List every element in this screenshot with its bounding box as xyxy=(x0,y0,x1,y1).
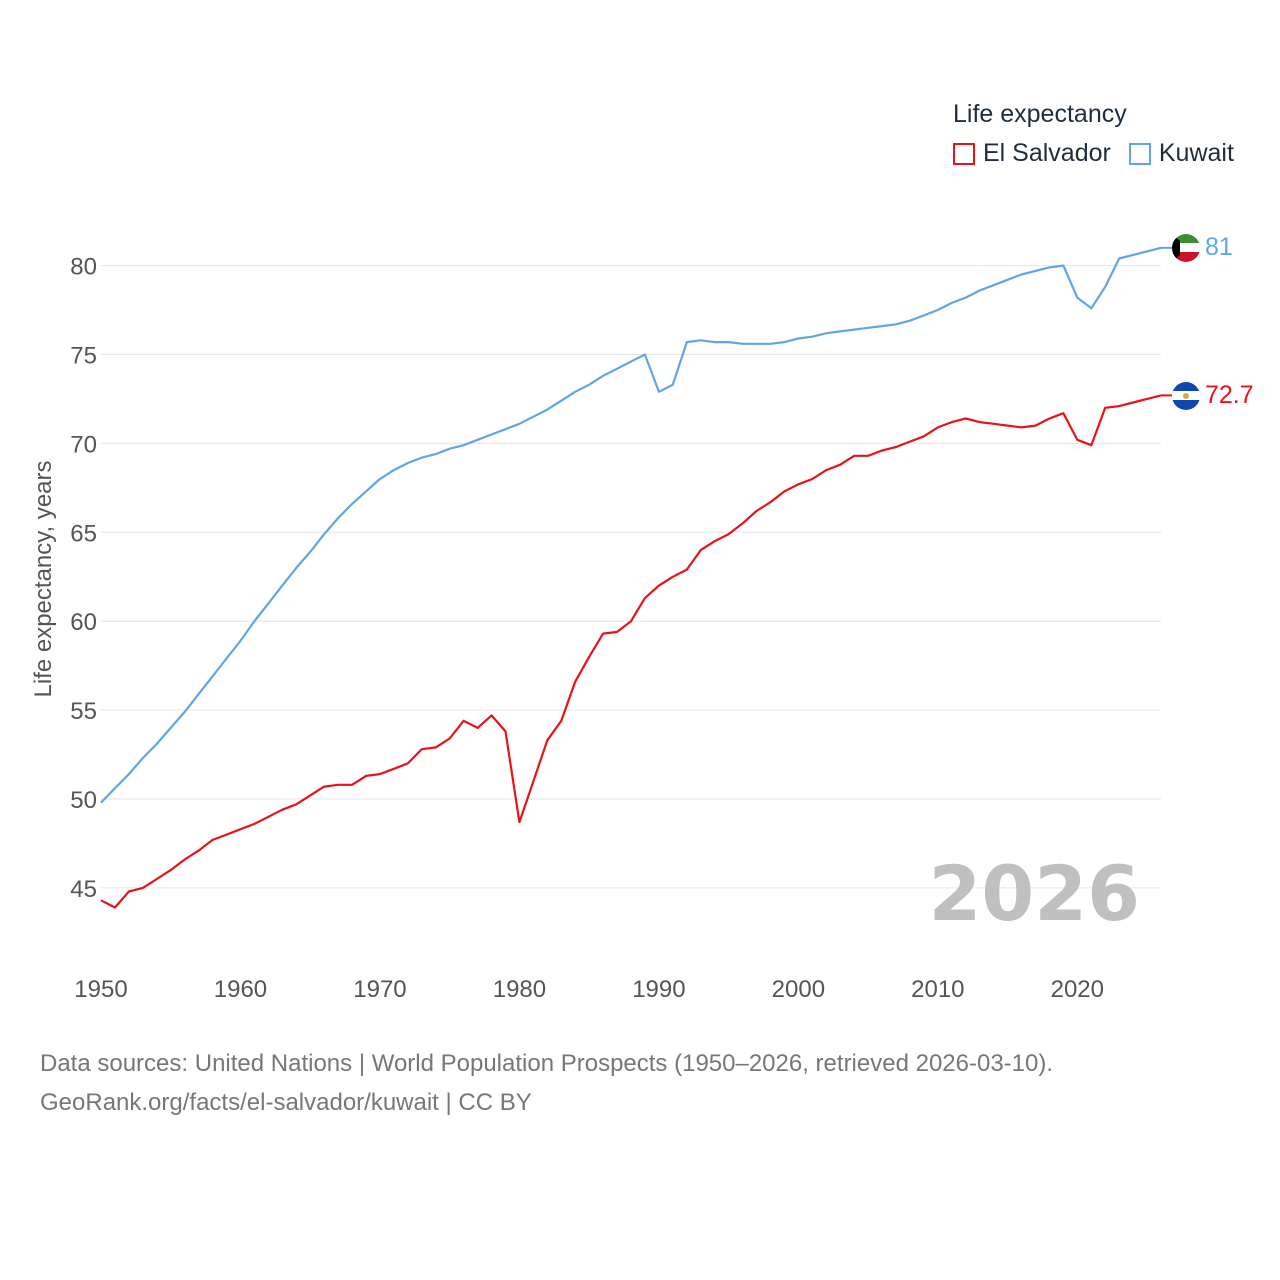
data-sources-text: Data sources: United Nations | World Pop… xyxy=(40,1050,1054,1077)
legend-title: Life expectancy xyxy=(953,100,1127,128)
legend-item-kuwait[interactable]: Kuwait xyxy=(1128,139,1234,168)
legend-item-el-salvador[interactable]: El Salvador xyxy=(953,139,1111,168)
y-tick-label: 50 xyxy=(70,787,97,814)
y-tick-label: 60 xyxy=(70,609,97,636)
x-tick-label: 1960 xyxy=(214,976,267,1003)
el-salvador-flag-icon xyxy=(1172,382,1200,410)
x-tick-label: 1950 xyxy=(74,976,127,1003)
end-label-el-salvador: 72.7 xyxy=(1205,381,1254,409)
legend-label-kuwait: Kuwait xyxy=(1158,139,1234,167)
x-tick-label: 1970 xyxy=(353,976,406,1003)
source-link[interactable]: GeoRank.org/facts/el-salvador/kuwait | C… xyxy=(40,1089,532,1116)
legend-swatch-el-salvador xyxy=(953,142,975,165)
kuwait-flag-icon xyxy=(1172,234,1200,262)
footer: Data sources: United Nations | World Pop… xyxy=(40,1044,1053,1122)
y-tick-label: 55 xyxy=(70,698,97,725)
y-tick-label: 75 xyxy=(70,343,97,370)
y-axis-ticks: 45 50 55 60 65 70 75 80 xyxy=(70,254,97,903)
y-tick-label: 70 xyxy=(70,431,97,458)
series-line-kuwait xyxy=(100,246,1162,804)
x-tick-label: 2020 xyxy=(1051,976,1104,1003)
end-label-kuwait: 81 xyxy=(1205,233,1233,261)
x-tick-label: 1980 xyxy=(493,976,546,1003)
y-axis-label: Life expectancy, years xyxy=(30,460,57,697)
x-axis-ticks: 1950 1960 1970 1980 1990 2000 2010 2020 xyxy=(74,976,1104,1003)
y-tick-label: 65 xyxy=(70,520,97,547)
x-tick-label: 2010 xyxy=(911,976,964,1003)
series-lines xyxy=(100,246,1162,909)
grid-lines xyxy=(101,265,1161,889)
legend-label-el-salvador: El Salvador xyxy=(983,139,1111,167)
legend: Life expectancy El Salvador Kuwait xyxy=(953,100,1252,168)
y-tick-label: 80 xyxy=(70,254,97,281)
end-labels: 72.7 81 xyxy=(1161,233,1254,409)
x-tick-label: 2000 xyxy=(772,976,825,1003)
year-watermark: 2026 xyxy=(928,849,1140,938)
x-tick-label: 1990 xyxy=(632,976,685,1003)
y-tick-label: 45 xyxy=(70,876,97,903)
series-line-el-salvador xyxy=(100,394,1162,909)
legend-swatch-kuwait xyxy=(1128,142,1151,165)
